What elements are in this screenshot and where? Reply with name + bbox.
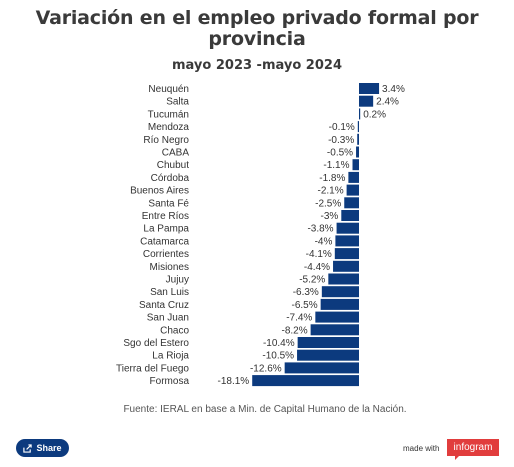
bar [284, 362, 359, 374]
bar [310, 324, 359, 336]
infogram-logo-tail [455, 455, 460, 460]
value-label: -10.5% [262, 351, 294, 362]
category-label: Río Negro [143, 135, 189, 146]
bar [344, 197, 359, 209]
value-label: -0.5% [327, 148, 353, 159]
bar [321, 286, 359, 298]
value-label: -10.4% [263, 338, 295, 349]
category-label: San Juan [147, 313, 189, 324]
value-label: -3% [321, 211, 339, 222]
value-label: -4% [315, 236, 333, 247]
category-label: Mendoza [148, 122, 190, 133]
category-label: La Rioja [152, 351, 189, 362]
category-label: Misiones [150, 262, 189, 273]
bar [352, 159, 359, 171]
category-label: Tierra del Fuego [116, 363, 189, 374]
value-label: -18.1% [218, 376, 250, 387]
value-label: -0.3% [328, 135, 354, 146]
bar [333, 260, 359, 272]
chart-title-line1: Variación en el empleo privado formal po… [35, 7, 479, 29]
value-label: -1.8% [319, 173, 345, 184]
bar [297, 349, 359, 361]
value-label: -2.1% [317, 186, 343, 197]
bar [297, 337, 359, 348]
bar [341, 210, 359, 221]
bar [252, 375, 359, 387]
bar [359, 108, 361, 120]
value-label: -6.3% [293, 287, 319, 298]
value-label: -6.5% [292, 300, 318, 311]
category-label: Chaco [160, 325, 189, 336]
bar [356, 146, 359, 158]
bar [348, 171, 359, 183]
category-label: Corrientes [143, 249, 189, 260]
value-label: -1.1% [323, 160, 349, 171]
category-label: Chubut [157, 160, 189, 171]
source-note: Fuente: IERAL en base a Min. de Capital … [123, 404, 407, 415]
chart-title: Variación en el empleo privado formal po… [0, 8, 514, 50]
bar [328, 273, 359, 285]
bar [357, 133, 359, 145]
chart-title-line2: provincia [208, 28, 306, 50]
category-label: Tucumán [148, 109, 189, 120]
infogram-logo[interactable]: infogram [447, 439, 499, 456]
bar [335, 235, 359, 247]
category-label: Sgo del Estero [123, 338, 189, 349]
category-label: Santa Fé [148, 198, 189, 209]
category-label: Neuquén [148, 84, 189, 95]
category-label: CABA [162, 148, 190, 159]
bar [359, 95, 374, 107]
value-label: 0.2% [363, 109, 386, 120]
category-label: Jujuy [166, 275, 189, 286]
bar [359, 83, 380, 94]
value-label: 2.4% [376, 97, 399, 108]
bar [334, 248, 359, 260]
chart-subtitle: mayo 2023 -mayo 2024 [172, 58, 342, 73]
share-icon [23, 443, 33, 453]
category-label: Salta [166, 97, 189, 108]
share-label: Share [36, 443, 62, 453]
value-label: -7.4% [286, 313, 312, 324]
bar [315, 311, 359, 323]
category-label: Entre Ríos [142, 211, 189, 222]
category-label: La Pampa [143, 224, 189, 235]
bar-chart: Neuquén 3.4% Salta 2.4% Tucumán 0.2% Mendoza -0… [116, 83, 405, 387]
category-label: Santa Cruz [139, 300, 189, 311]
category-label: Formosa [150, 376, 190, 387]
bar [336, 222, 359, 234]
bar [320, 298, 359, 310]
value-label: -3.8% [307, 224, 333, 235]
made-with-text: made with [403, 444, 440, 453]
value-label: -8.2% [281, 325, 307, 336]
category-label: Córdoba [151, 173, 190, 184]
category-label: San Luis [150, 287, 189, 298]
share-button[interactable]: Share [16, 439, 69, 457]
value-label: -0.1% [329, 122, 355, 133]
bar [357, 121, 359, 133]
value-label: -12.6% [250, 363, 282, 374]
category-label: Buenos Aires [130, 186, 189, 197]
value-label: -4.1% [306, 249, 332, 260]
category-label: Catamarca [140, 236, 189, 247]
value-label: -4.4% [304, 262, 330, 273]
bar [346, 184, 359, 196]
value-label: -2.5% [315, 198, 341, 209]
value-label: -5.2% [299, 275, 325, 286]
value-label: 3.4% [382, 84, 405, 95]
